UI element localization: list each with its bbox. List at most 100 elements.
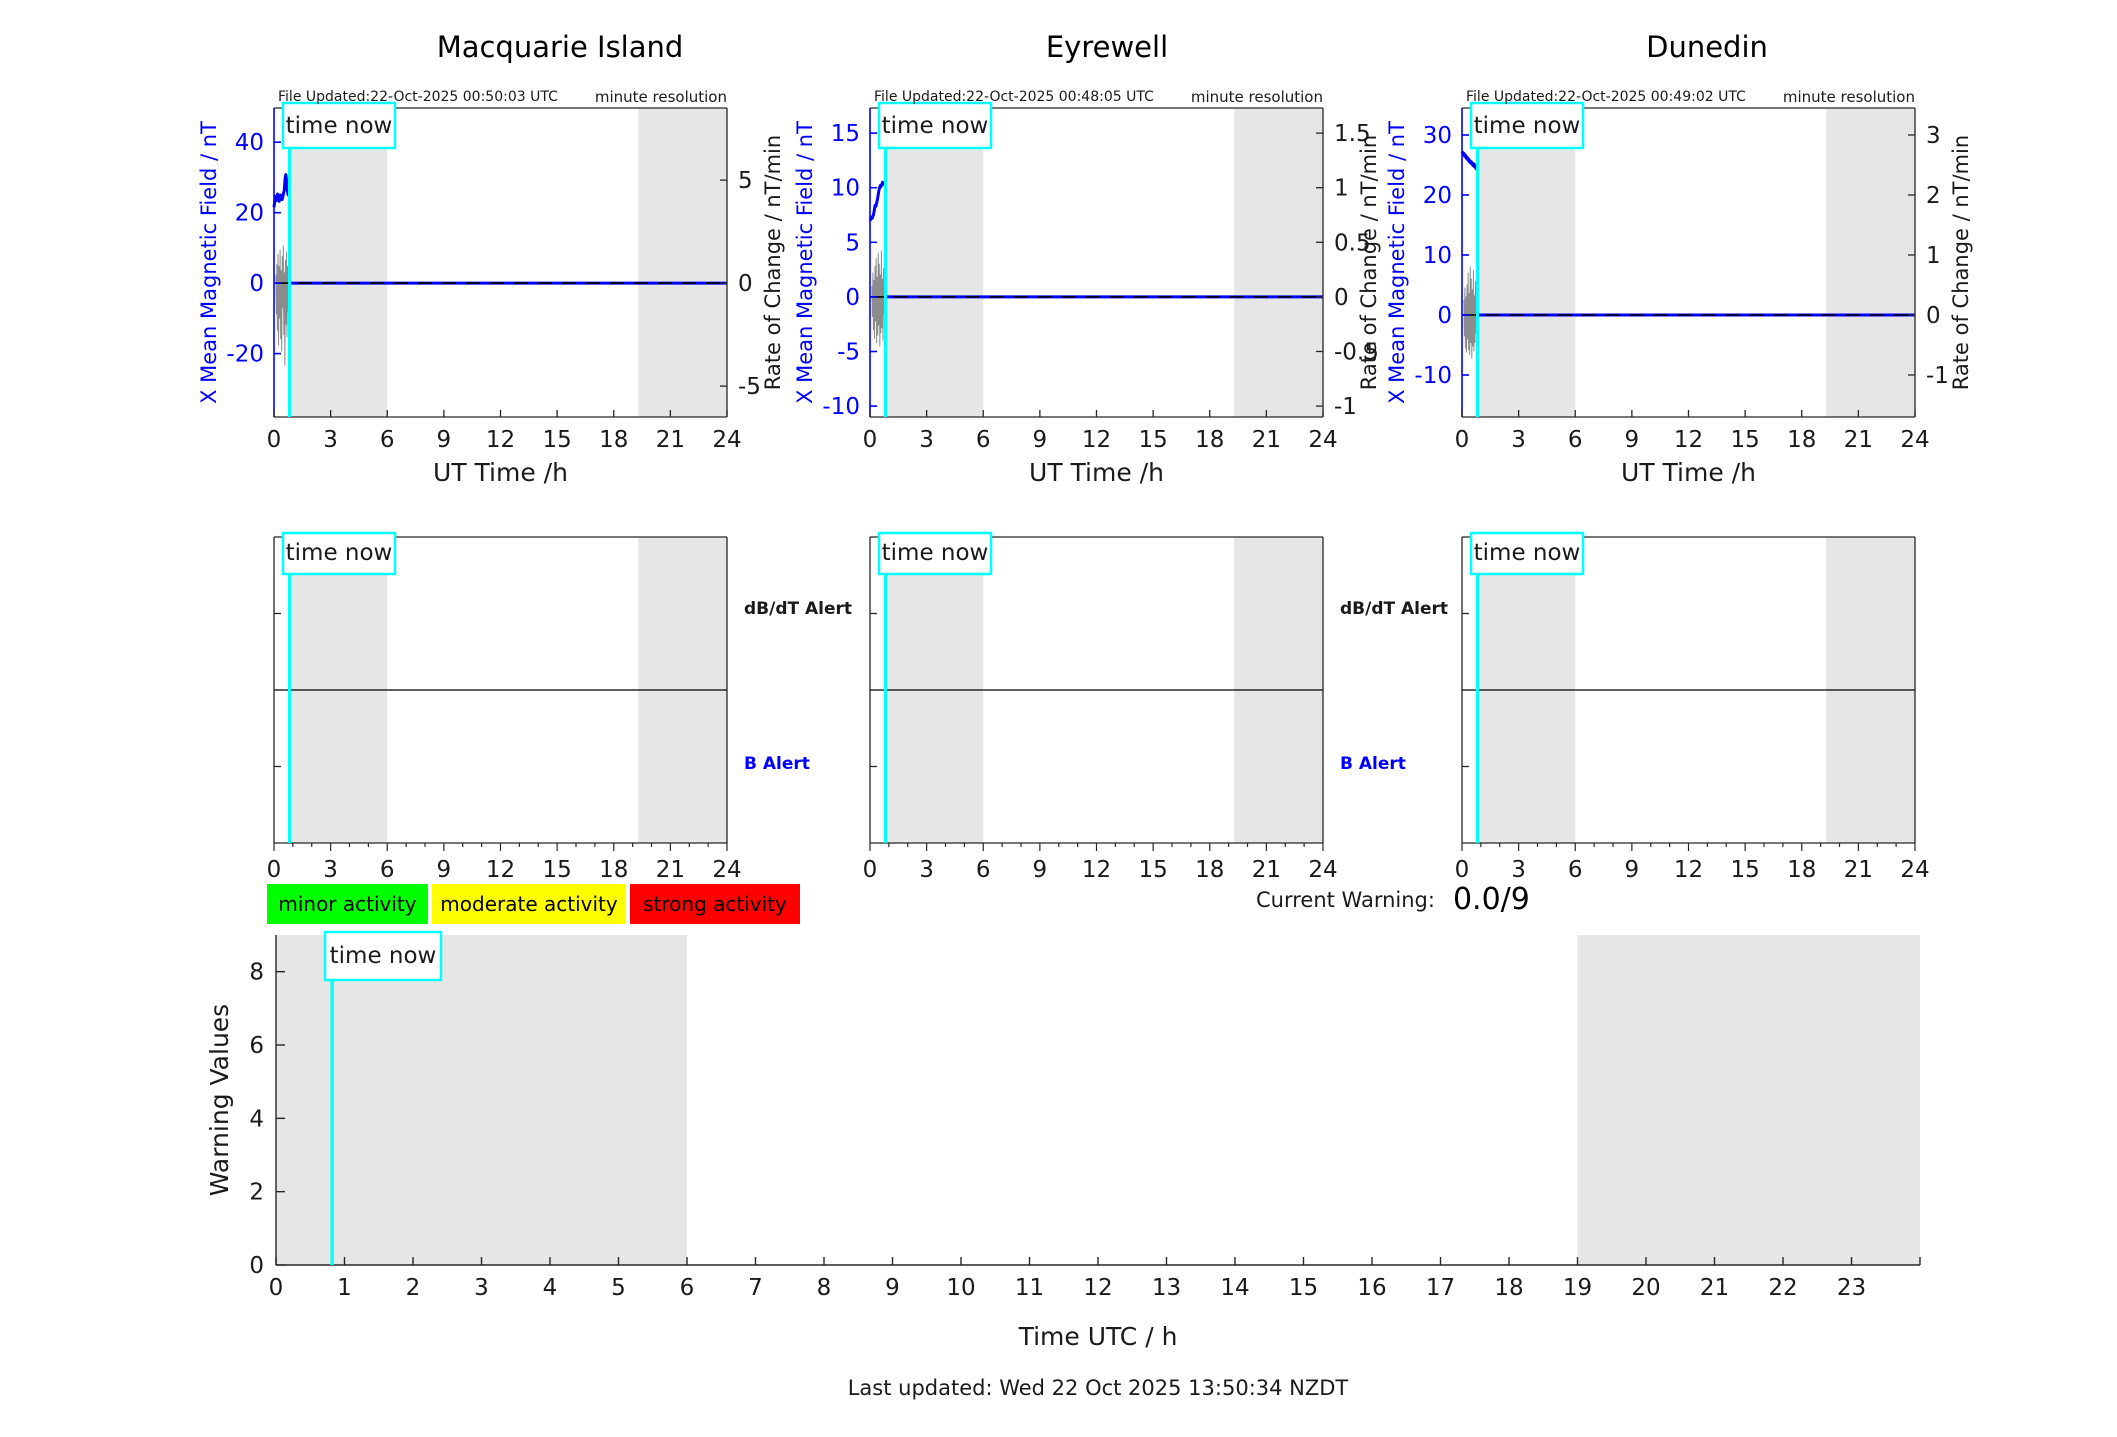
svg-text:24: 24 xyxy=(1308,857,1337,883)
svg-text:12: 12 xyxy=(1674,857,1703,883)
svg-text:18: 18 xyxy=(1195,857,1224,883)
svg-text:-1: -1 xyxy=(1926,363,1949,389)
svg-text:6: 6 xyxy=(976,427,991,453)
svg-text:10: 10 xyxy=(831,176,860,202)
legend-item: moderate activity xyxy=(432,884,626,924)
svg-text:21: 21 xyxy=(1844,427,1873,453)
svg-text:6: 6 xyxy=(680,1275,695,1301)
svg-text:12: 12 xyxy=(1083,1275,1112,1301)
svg-text:17: 17 xyxy=(1426,1275,1455,1301)
svg-text:0: 0 xyxy=(1437,303,1452,329)
svg-text:X Mean Magnetic Field / nT: X Mean Magnetic Field / nT xyxy=(197,121,221,404)
svg-text:time now: time now xyxy=(286,113,393,139)
svg-text:-0.5: -0.5 xyxy=(1334,339,1379,365)
svg-text:0: 0 xyxy=(249,271,264,297)
svg-text:6: 6 xyxy=(1568,427,1583,453)
svg-text:1: 1 xyxy=(1926,243,1941,269)
svg-text:9: 9 xyxy=(437,857,452,883)
svg-text:-5: -5 xyxy=(738,374,761,400)
svg-text:B Alert: B Alert xyxy=(1340,754,1406,774)
svg-text:5: 5 xyxy=(738,168,753,194)
svg-text:Rate of Change / nT/min: Rate of Change / nT/min xyxy=(761,135,785,390)
svg-text:Rate of Change / nT/min: Rate of Change / nT/min xyxy=(1949,135,1973,390)
svg-text:0: 0 xyxy=(863,427,878,453)
svg-text:-10: -10 xyxy=(1414,363,1452,389)
activity-legend: minor activity moderate activity strong … xyxy=(267,884,800,924)
svg-text:9: 9 xyxy=(1033,857,1048,883)
svg-text:5: 5 xyxy=(611,1275,626,1301)
svg-text:time now: time now xyxy=(882,113,989,139)
svg-text:time now: time now xyxy=(1474,540,1581,566)
svg-text:-1: -1 xyxy=(1334,394,1357,420)
svg-text:6: 6 xyxy=(1568,857,1583,883)
file-updated-macquarie: File Updated:22-Oct-2025 00:50:03 UTC xyxy=(278,89,558,105)
station-title-macquarie: Macquarie Island xyxy=(436,30,684,64)
svg-text:3: 3 xyxy=(919,427,934,453)
svg-text:11: 11 xyxy=(1015,1275,1044,1301)
svg-text:20: 20 xyxy=(235,201,264,227)
svg-text:30: 30 xyxy=(1423,123,1452,149)
svg-text:22: 22 xyxy=(1768,1275,1797,1301)
svg-text:6: 6 xyxy=(380,427,395,453)
svg-text:3: 3 xyxy=(1926,123,1941,149)
svg-text:18: 18 xyxy=(1494,1275,1523,1301)
svg-text:9: 9 xyxy=(1033,427,1048,453)
svg-text:14: 14 xyxy=(1220,1275,1249,1301)
current-warning: Current Warning: 0.0/9 xyxy=(1256,882,1530,917)
svg-text:18: 18 xyxy=(1195,427,1224,453)
legend-item: minor activity xyxy=(267,884,428,924)
svg-text:12: 12 xyxy=(1674,427,1703,453)
legend-item: strong activity xyxy=(630,884,800,924)
svg-text:3: 3 xyxy=(474,1275,489,1301)
svg-text:10: 10 xyxy=(946,1275,975,1301)
svg-text:dB/dT Alert: dB/dT Alert xyxy=(744,599,852,619)
svg-text:3: 3 xyxy=(323,427,338,453)
svg-text:12: 12 xyxy=(1082,857,1111,883)
svg-text:4: 4 xyxy=(543,1275,558,1301)
svg-text:12: 12 xyxy=(1082,427,1111,453)
svg-text:1.5: 1.5 xyxy=(1334,121,1371,147)
svg-text:6: 6 xyxy=(380,857,395,883)
svg-text:5: 5 xyxy=(845,230,860,256)
svg-text:1: 1 xyxy=(337,1275,352,1301)
svg-text:23: 23 xyxy=(1837,1275,1866,1301)
svg-text:19: 19 xyxy=(1563,1275,1592,1301)
svg-text:0: 0 xyxy=(249,1253,264,1279)
svg-text:8: 8 xyxy=(249,960,264,986)
svg-text:15: 15 xyxy=(1730,857,1759,883)
svg-text:time now: time now xyxy=(330,943,437,969)
svg-text:24: 24 xyxy=(1308,427,1337,453)
svg-text:3: 3 xyxy=(1511,427,1526,453)
svg-text:UT Time /h: UT Time /h xyxy=(433,458,568,487)
svg-text:18: 18 xyxy=(1787,857,1816,883)
svg-text:0: 0 xyxy=(269,1275,284,1301)
svg-text:time now: time now xyxy=(1474,113,1581,139)
svg-text:2: 2 xyxy=(249,1180,264,1206)
svg-text:13: 13 xyxy=(1152,1275,1181,1301)
svg-text:2: 2 xyxy=(1926,183,1941,209)
file-updated-eyrewell: File Updated:22-Oct-2025 00:48:05 UTC xyxy=(874,89,1154,105)
svg-text:21: 21 xyxy=(1252,427,1281,453)
svg-text:21: 21 xyxy=(656,857,685,883)
resolution-note-eyrewell: minute resolution xyxy=(1190,88,1323,106)
svg-text:15: 15 xyxy=(1289,1275,1318,1301)
svg-text:18: 18 xyxy=(1787,427,1816,453)
svg-text:9: 9 xyxy=(437,427,452,453)
svg-text:time now: time now xyxy=(286,540,393,566)
svg-text:6: 6 xyxy=(249,1033,264,1059)
svg-text:6: 6 xyxy=(976,857,991,883)
resolution-note-dunedin: minute resolution xyxy=(1782,88,1915,106)
svg-text:9: 9 xyxy=(885,1275,900,1301)
svg-text:0: 0 xyxy=(267,857,282,883)
svg-text:-20: -20 xyxy=(226,342,264,368)
svg-text:20: 20 xyxy=(1631,1275,1660,1301)
svg-text:X Mean Magnetic Field / nT: X Mean Magnetic Field / nT xyxy=(1385,121,1409,404)
svg-text:0: 0 xyxy=(1926,303,1941,329)
svg-text:4: 4 xyxy=(249,1106,264,1132)
svg-text:15: 15 xyxy=(1730,427,1759,453)
svg-text:16: 16 xyxy=(1357,1275,1386,1301)
svg-text:time now: time now xyxy=(882,540,989,566)
svg-text:20: 20 xyxy=(1423,183,1452,209)
